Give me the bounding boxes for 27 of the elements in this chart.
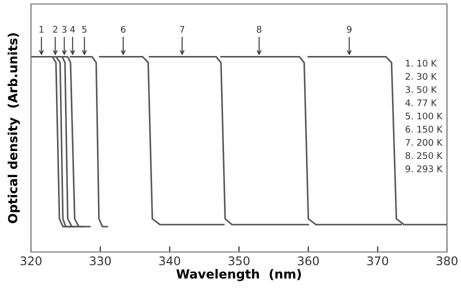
annotation: 1 — [40, 26, 44, 33]
annotation: 3 — [62, 26, 66, 33]
annotation: 2 — [53, 26, 58, 33]
x-tick-label: 370 — [367, 256, 388, 266]
x-tick-label: 350 — [228, 256, 250, 266]
annotation: 6 — [120, 26, 126, 33]
annotation: 9. 293 K — [406, 165, 443, 172]
annotation: 5. 100 K — [406, 112, 443, 120]
x-tick-label: 320 — [20, 256, 42, 266]
annotation: 6. 150 K — [406, 126, 443, 133]
annotation: 7 — [180, 26, 184, 33]
x-tick-label: 380 — [436, 256, 458, 266]
annotation: 1. 10 K — [406, 60, 437, 67]
annotation: 2. 30 K — [406, 72, 437, 80]
x-tick-label: 360 — [298, 256, 319, 266]
x-tick-label: 340 — [159, 256, 180, 266]
x-tick-label: 330 — [90, 256, 111, 266]
x-axis-title: Wavelength (nm) — [176, 268, 301, 282]
annotation: 5 — [82, 26, 86, 33]
annotation: 9 — [346, 26, 352, 33]
annotation: 7. 200 K — [406, 138, 443, 146]
annotation: 4. 77 K — [405, 100, 437, 106]
annotation: 8 — [256, 26, 262, 33]
y-axis-title: Optical density (Arb.units) — [8, 33, 20, 224]
annotation: 8. 250 K — [406, 152, 443, 160]
annotation: 3. 50 K — [406, 86, 437, 94]
annotation: 4 — [70, 26, 75, 33]
